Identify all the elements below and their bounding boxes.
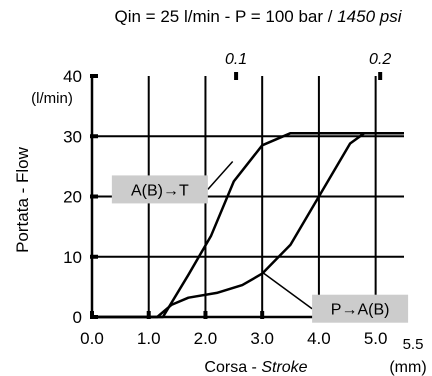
x-axis-label-stroke: Stroke — [261, 359, 307, 376]
y-unit-label: (l/min) — [31, 90, 73, 107]
series-line-2 — [92, 131, 404, 319]
y-tick-label: 30 — [63, 127, 82, 146]
x-tick-label: 1.0 — [137, 329, 161, 348]
x-tick-label: 5.0 — [364, 329, 388, 348]
x-tick-label: 0.0 — [80, 329, 104, 348]
y-tick-label: 40 — [63, 67, 82, 86]
x-tick-label: 2.0 — [194, 329, 218, 348]
y-axis-label: Portata - Flow — [13, 146, 32, 253]
x-tick-label: 5.5 — [403, 336, 424, 353]
series-label-leader — [262, 272, 313, 310]
x-unit-label: (mm) — [389, 359, 426, 376]
y-tick-label: 0 — [73, 308, 82, 327]
series-label-box — [312, 294, 409, 323]
x2-axis: 0.1 0.2 — [225, 51, 391, 80]
series-line-1 — [92, 131, 404, 319]
x2-tick-label: 0.2 — [369, 51, 391, 68]
series-labels: A(B)→T P→A(B) — [111, 161, 409, 323]
series-label-2: P→A(B) — [331, 302, 390, 319]
x-tick-label: 3.0 — [250, 329, 274, 348]
y-tick-label: 10 — [63, 248, 82, 267]
x-tick-label: 4.0 — [307, 329, 331, 348]
x-axis-label: Corsa - Stroke — [204, 359, 307, 376]
chart-title-main: Qin = 25 l/min - P = 100 bar / — [115, 7, 338, 26]
series-label-leader — [207, 161, 234, 190]
series-label-1: A(B)→T — [131, 182, 189, 199]
chart-title-psi: 1450 psi — [337, 7, 402, 26]
series-lines — [92, 131, 404, 319]
x-axis-label-main: Corsa - — [204, 359, 261, 376]
series-label-box — [111, 175, 208, 204]
y-tick-label: 20 — [63, 188, 82, 207]
x2-tick-label: 0.1 — [225, 51, 247, 68]
chart-title: Qin = 25 l/min - P = 100 bar / 1450 psi — [115, 7, 403, 26]
